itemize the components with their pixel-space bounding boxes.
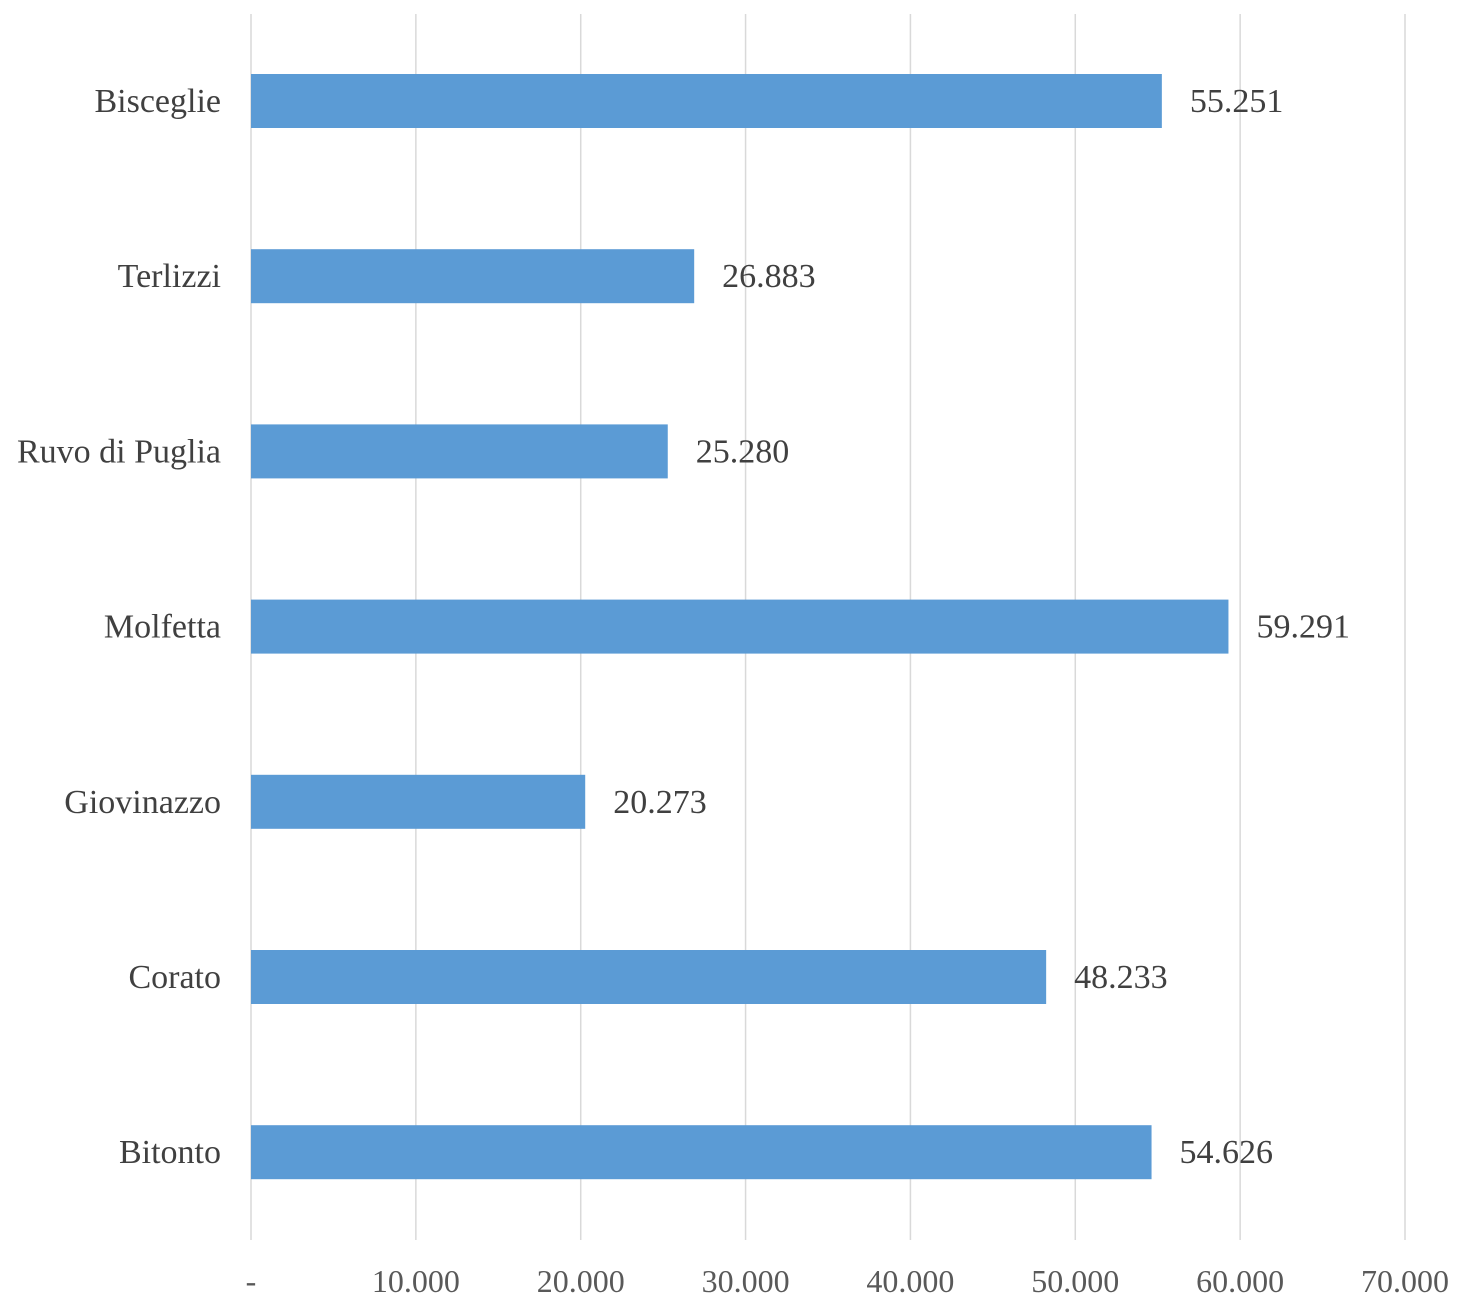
x-tick-label-5: 50.000	[1031, 1263, 1119, 1299]
category-label-1: Terlizzi	[118, 258, 221, 295]
bar-2	[251, 424, 668, 479]
category-label-2: Ruvo di Puglia	[17, 433, 221, 470]
x-tick-label-0: -	[246, 1263, 257, 1299]
data-label-4: 20.273	[613, 784, 707, 821]
data-label-5: 48.233	[1074, 959, 1168, 996]
bar-6	[251, 1125, 1152, 1180]
category-label-6: Bitonto	[119, 1134, 221, 1171]
bar-5	[251, 950, 1047, 1004]
bar-3	[251, 599, 1229, 654]
x-tick-label-1: 10.000	[372, 1263, 460, 1299]
data-label-6: 54.626	[1180, 1134, 1274, 1171]
bar-4	[251, 774, 586, 829]
category-label-5: Corato	[128, 959, 221, 996]
data-label-2: 25.280	[696, 433, 790, 470]
data-label-0: 55.251	[1190, 83, 1284, 120]
bar-1	[251, 249, 695, 304]
bar-0	[251, 74, 1162, 128]
x-tick-label-4: 40.000	[866, 1263, 954, 1299]
value-axis: - 10.000 20.000 30.000 40.000 50.000 60.000 70.…	[246, 1263, 1449, 1299]
x-tick-label-6: 60.000	[1196, 1263, 1284, 1299]
x-tick-label-7: 70.000	[1361, 1263, 1449, 1299]
x-tick-label-3: 30.000	[702, 1263, 790, 1299]
category-label-4: Giovinazzo	[64, 784, 221, 821]
x-tick-label-2: 20.000	[537, 1263, 625, 1299]
bars	[251, 74, 1229, 1180]
category-label-0: Bisceglie	[94, 83, 221, 120]
category-label-3: Molfetta	[104, 609, 221, 646]
category-axis: Bisceglie Terlizzi Ruvo di Puglia Molfetta G…	[17, 83, 221, 1171]
data-label-3: 59.291	[1256, 609, 1350, 646]
data-labels: 55.251 26.883 25.280 59.291 20.273 48.233 54.6…	[613, 83, 1350, 1171]
data-label-1: 26.883	[722, 258, 816, 295]
